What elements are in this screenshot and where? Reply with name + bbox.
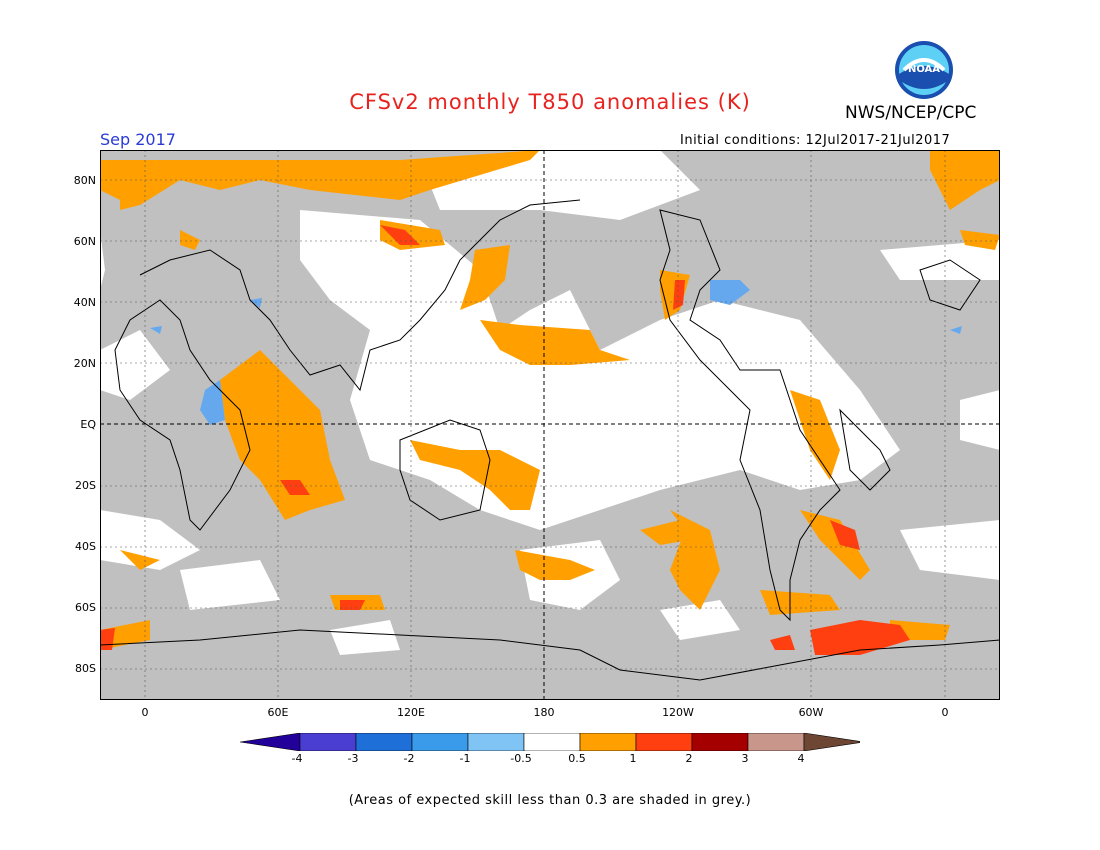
colorbar-tick-label: 3 xyxy=(741,752,749,765)
colorbar-segment xyxy=(579,733,637,751)
colorbar-segment xyxy=(635,733,693,751)
noaa-logo: NOAA xyxy=(895,41,953,99)
colorbar-segment xyxy=(411,733,469,751)
reference-lines xyxy=(100,150,1000,700)
colorbar-segment xyxy=(747,733,805,751)
colorbar-tick-label: 0.5 xyxy=(568,752,586,765)
skill-note: (Areas of expected skill less than 0.3 a… xyxy=(348,793,752,808)
colorbar-arrow-low xyxy=(240,733,301,751)
lon-label: 60E xyxy=(267,706,289,719)
lon-label: 120W xyxy=(662,706,694,719)
lat-label: 80S xyxy=(75,662,96,675)
colorbar-tick-label: -3 xyxy=(347,752,359,765)
lon-label: 180 xyxy=(533,706,555,719)
svg-text:NOAA: NOAA xyxy=(908,64,940,75)
colorbar-segment xyxy=(355,733,413,751)
lat-label: 60S xyxy=(75,601,96,614)
red-regions xyxy=(100,225,910,655)
lon-label: 0 xyxy=(941,706,949,719)
lat-label: 20S xyxy=(75,479,96,492)
lat-label: 60N xyxy=(73,235,96,248)
anomaly-map xyxy=(100,150,1000,700)
organization-label: NWS/NCEP/CPC xyxy=(845,103,977,123)
lon-label: 60W xyxy=(798,706,824,719)
colorbar-tick-label: -1 xyxy=(459,752,471,765)
valid-month-label: Sep 2017 xyxy=(100,130,176,149)
coastlines xyxy=(100,199,1000,681)
colorbar-segment xyxy=(691,733,749,751)
lat-label: 40S xyxy=(75,540,96,553)
colorbar-segment xyxy=(299,733,357,751)
colorbar-tick-label: -4 xyxy=(291,752,303,765)
lat-label: 20N xyxy=(73,357,96,370)
chart-title: CFSv2 monthly T850 anomalies (K) xyxy=(349,90,751,114)
initial-conditions-label: Initial conditions: 12Jul2017-21Jul2017 xyxy=(680,133,951,148)
lat-label: 80N xyxy=(73,174,96,187)
colorbar-segment xyxy=(523,733,581,751)
graticule xyxy=(100,150,1000,700)
lat-label: EQ xyxy=(80,418,96,431)
colorbar-tick-label: 4 xyxy=(797,752,805,765)
colorbar-tick-label: 2 xyxy=(685,752,693,765)
colorbar-arrow-high xyxy=(803,733,860,751)
colorbar-segment xyxy=(467,733,525,751)
lon-label: 120E xyxy=(397,706,425,719)
colorbar-tick-label: -0.5 xyxy=(510,752,532,765)
lat-label: 40N xyxy=(73,296,96,309)
colorbar xyxy=(240,733,860,751)
colorbar-tick-label: -2 xyxy=(403,752,415,765)
lon-label: 0 xyxy=(141,706,149,719)
colorbar-tick-label: 1 xyxy=(629,752,637,765)
blue-regions xyxy=(150,280,962,425)
